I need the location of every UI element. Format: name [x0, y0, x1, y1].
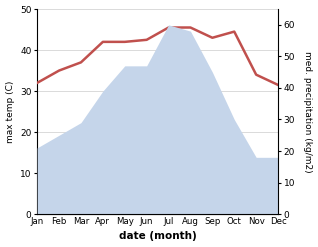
X-axis label: date (month): date (month) — [119, 231, 197, 242]
Y-axis label: med. precipitation (kg/m2): med. precipitation (kg/m2) — [303, 51, 313, 172]
Y-axis label: max temp (C): max temp (C) — [5, 80, 15, 143]
